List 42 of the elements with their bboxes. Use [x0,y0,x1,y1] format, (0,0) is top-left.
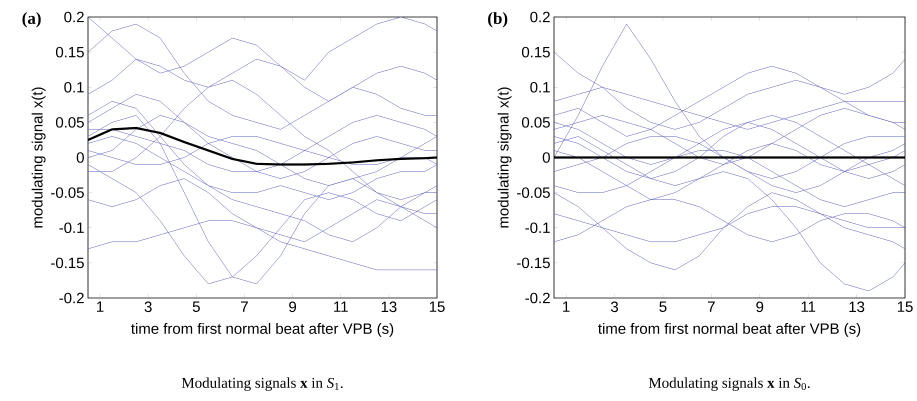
y-tick-label: -0.1 [59,222,84,234]
x-tick-label: 11 [334,302,348,312]
x-tick-label: 3 [610,302,618,312]
x-tick-label: 5 [192,302,200,312]
x-tick-label: 1 [563,302,570,312]
chart-title: (b) [488,12,508,28]
y-tick-label: -0.2 [59,292,84,304]
x-tick-label: 7 [708,302,715,312]
y-tick-label: 0.2 [64,12,84,22]
y-axis-title: modulating signal x(t) [32,87,46,228]
y-axis-title: modulating signal x(t) [498,87,512,228]
y-tick-label: -0.2 [525,292,550,304]
y-tick-label: -0.15 [517,258,550,268]
y-tick-label: 0.1 [530,82,550,93]
x-tick-label: 13 [382,302,397,312]
x-tick-label: 9 [756,302,764,312]
text: Modulating signals x in S$_{0}$. [648,377,810,391]
y-tick-label: 0 [76,152,84,163]
y-tick-label: 0.15 [522,46,550,58]
x-tick-label: 13 [849,302,864,312]
y-tick-label: 0.2 [530,12,550,22]
text: Modulating signals x in S$_{1}$. [182,377,343,391]
x-tick-label: 15 [430,302,445,312]
y-tick-label: 0 [542,152,550,163]
x-tick-label: 15 [898,302,913,312]
x-tick-label: 5 [659,302,666,312]
y-tick-label: -0.05 [517,187,550,198]
x-tick-label: 1 [97,302,104,312]
y-tick-label: -0.15 [51,258,84,268]
x-tick-label: 11 [802,302,816,312]
y-tick-label: 0.05 [56,117,84,128]
y-tick-label: 0.1 [64,82,84,93]
y-tick-label: -0.05 [51,187,84,198]
x-tick-label: 3 [144,302,152,312]
y-tick-label: 0.05 [522,117,550,128]
x-axis-title: time from first normal beat after VPB (s) [598,322,860,337]
x-tick-label: 7 [241,302,248,312]
x-axis-title: time from first normal beat after VPB (s) [131,322,394,337]
y-tick-label: 0.15 [56,46,84,58]
y-tick-label: -0.1 [525,222,550,234]
x-tick-label: 9 [289,302,296,312]
chart-title: (a) [22,12,41,28]
